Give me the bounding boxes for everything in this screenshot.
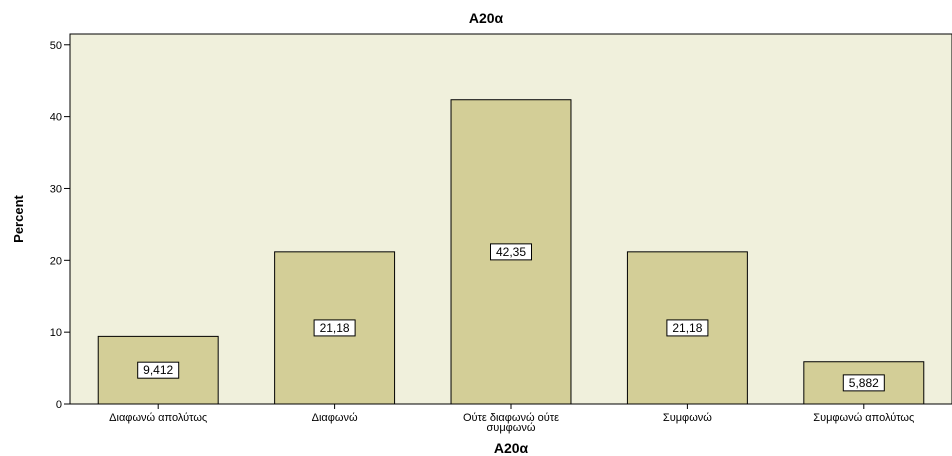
x-axis-label: A20α	[494, 440, 529, 456]
y-tick-label: 30	[50, 183, 62, 195]
data-label: 9,412	[143, 363, 173, 377]
bars: 9,412 21,18 42,35 21,18 5,882	[97, 99, 925, 405]
x-category-label: Συμφωνώ απολύτως	[813, 412, 914, 424]
data-label-box	[666, 319, 709, 337]
x-category-label: Ούτε διαφωνώ ούτε	[463, 412, 559, 424]
y-tick-label: 20	[50, 255, 62, 267]
data-label-box	[137, 361, 180, 379]
data-label: 5,882	[849, 376, 879, 390]
y-axis-label: Percent	[11, 194, 26, 242]
data-label-box	[490, 243, 532, 261]
y-tick-label: 10	[50, 327, 62, 339]
data-label: 21,18	[320, 321, 350, 335]
y-tick-label: 0	[56, 399, 62, 411]
y-axis: 0 10 20 30 40 50	[50, 34, 71, 411]
x-axis: Διαφωνώ απολύτως Διαφωνώ Ούτε διαφωνώ ούτε…	[109, 404, 914, 434]
data-label: 21,18	[672, 321, 702, 335]
x-category-label: Διαφωνώ απολύτως	[109, 412, 207, 424]
data-label: 42,35	[496, 245, 526, 259]
data-label-box	[842, 374, 885, 392]
x-category-label: Διαφωνώ	[312, 412, 358, 424]
y-tick-label: 50	[50, 40, 62, 52]
x-category-label: συμφωνώ	[487, 422, 536, 434]
data-label-box	[313, 319, 356, 337]
y-tick-label: 40	[50, 112, 62, 124]
chart-title: A20α	[469, 10, 504, 26]
x-category-label: Συμφωνώ	[663, 412, 712, 424]
